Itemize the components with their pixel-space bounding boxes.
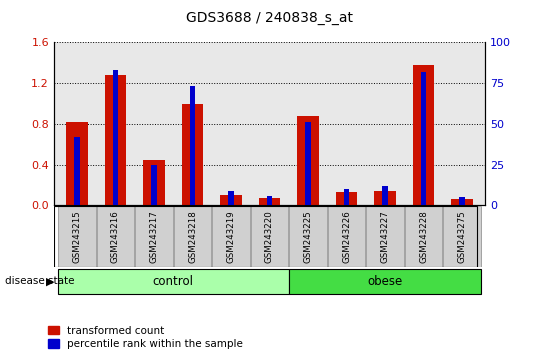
Text: GDS3688 / 240838_s_at: GDS3688 / 240838_s_at <box>186 11 353 25</box>
Bar <box>174 206 211 267</box>
Bar <box>212 206 250 267</box>
Bar <box>220 195 241 205</box>
Bar <box>289 206 327 267</box>
Bar <box>151 165 157 205</box>
Text: GSM243215: GSM243215 <box>73 210 81 263</box>
Text: GSM243226: GSM243226 <box>342 210 351 263</box>
Bar <box>382 186 388 205</box>
Bar <box>135 206 173 267</box>
Bar <box>328 206 365 267</box>
Text: GSM243218: GSM243218 <box>188 210 197 263</box>
Bar <box>96 206 134 267</box>
Bar <box>113 70 119 205</box>
Bar <box>58 269 289 294</box>
Text: GSM243219: GSM243219 <box>226 210 236 263</box>
Bar <box>105 75 126 205</box>
Bar <box>66 122 87 205</box>
Bar <box>259 198 280 205</box>
Text: GSM243217: GSM243217 <box>149 210 158 263</box>
Bar <box>298 116 319 205</box>
Bar <box>143 160 164 205</box>
Bar <box>305 122 311 205</box>
Bar <box>344 189 349 205</box>
Bar <box>366 206 404 267</box>
Bar <box>443 206 481 267</box>
Bar <box>58 206 96 267</box>
Text: GSM243227: GSM243227 <box>381 210 390 263</box>
Text: disease state: disease state <box>5 276 75 286</box>
Text: GSM243228: GSM243228 <box>419 210 428 263</box>
Text: ▶: ▶ <box>46 276 54 286</box>
Bar <box>375 191 396 205</box>
Bar <box>251 206 288 267</box>
Text: GSM243216: GSM243216 <box>111 210 120 263</box>
Bar <box>452 199 473 205</box>
Text: GSM243225: GSM243225 <box>303 210 313 263</box>
Bar <box>190 86 196 205</box>
Bar <box>459 197 465 205</box>
Text: GSM243220: GSM243220 <box>265 210 274 263</box>
Bar <box>289 269 481 294</box>
Bar <box>413 65 434 205</box>
Text: GSM243275: GSM243275 <box>458 210 466 263</box>
Text: control: control <box>153 275 194 288</box>
Bar <box>336 192 357 205</box>
Bar <box>420 72 426 205</box>
Bar <box>182 104 203 205</box>
Bar <box>405 206 443 267</box>
Bar <box>228 191 234 205</box>
Legend: transformed count, percentile rank within the sample: transformed count, percentile rank withi… <box>49 326 243 349</box>
Text: obese: obese <box>368 275 403 288</box>
Bar <box>74 137 80 205</box>
Bar <box>267 195 272 205</box>
